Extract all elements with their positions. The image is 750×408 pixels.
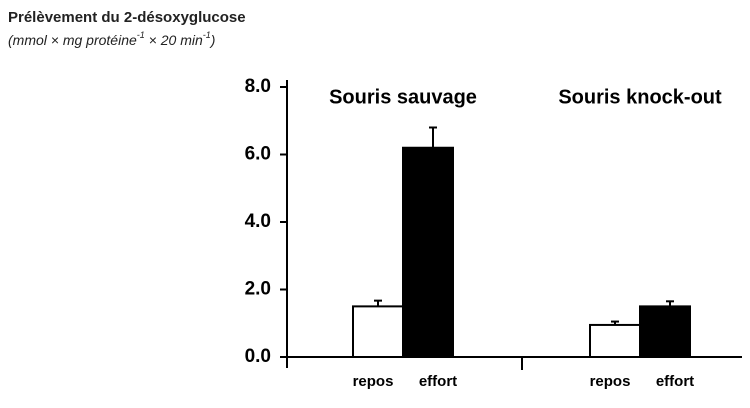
- bar: [589, 323, 641, 358]
- bar: [352, 305, 404, 358]
- bar: [639, 305, 691, 358]
- chart-subtitle: (mmol × mg protéine-1 × 20 min-1): [8, 30, 215, 47]
- subtitle-part: × 20 min: [145, 32, 203, 48]
- y-tick-label: 2.0: [245, 279, 271, 300]
- subtitle-part: ): [209, 32, 216, 48]
- x-tick-label: repos: [353, 373, 394, 390]
- chart-title: Prélèvement du 2-désoxyglucose: [8, 9, 246, 26]
- subtitle-superscript: -1: [137, 30, 145, 40]
- bar: [402, 146, 454, 358]
- x-tick-label: repos: [590, 373, 631, 390]
- y-tick-label: 6.0: [245, 144, 271, 165]
- group-label: Souris sauvage: [329, 86, 477, 108]
- group-label: Souris knock-out: [558, 86, 722, 108]
- y-tick-label: 8.0: [245, 76, 271, 97]
- x-tick-label: effort: [656, 373, 694, 390]
- x-tick-label: effort: [419, 373, 457, 390]
- subtitle-superscript: -1: [203, 30, 211, 40]
- subtitle-part: (mmol × mg protéine: [8, 32, 137, 48]
- y-tick-label: 0.0: [245, 346, 271, 367]
- y-tick-label: 4.0: [245, 211, 271, 232]
